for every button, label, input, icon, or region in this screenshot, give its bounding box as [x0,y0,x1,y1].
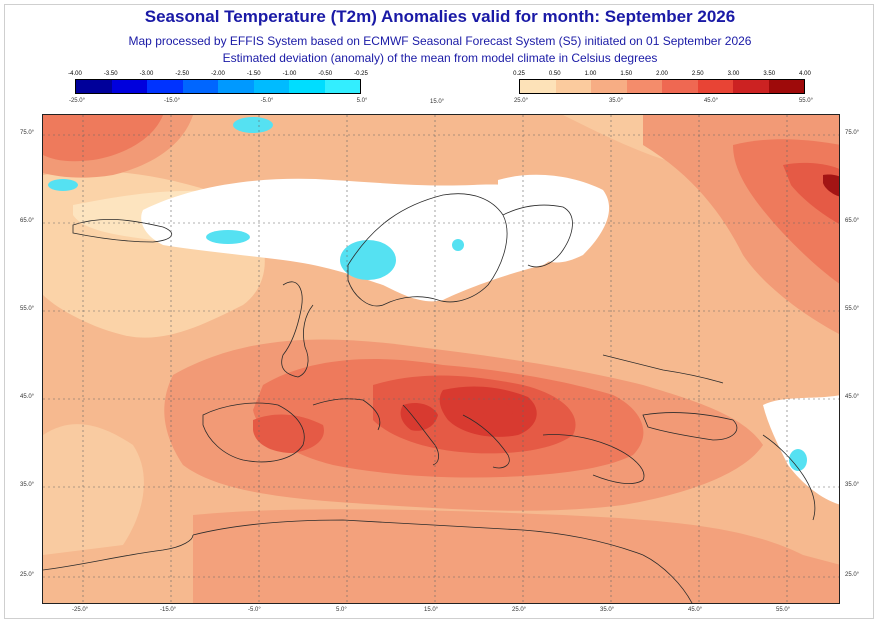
anomaly-zone-cool-sweden [452,239,464,251]
cold-tick-label: -2.50 [175,71,190,77]
top-lon-label-15: 15.0° [430,99,445,105]
anomaly-map[interactable] [42,114,840,604]
lat-label-left: 35.0° [20,482,35,488]
warm-tick-label: 2.00 [656,71,668,77]
lon-label-bottom: 45.0° [688,607,703,613]
figure-frame [4,4,874,619]
cold-lon-label: -15.0° [163,98,181,104]
anomaly-zone-hot-iberia [253,414,324,453]
warm-tick-label: 1.50 [620,71,633,77]
legend-cold-ticks: -4.00 -3.50 -3.00 -2.50 -2.00 -1.50 -1.00 -0.50… [68,70,368,80]
map-title: Seasonal Temperature (T2m) Anomalies val… [144,7,736,26]
anomaly-zone-warm-greenland [43,115,163,162]
anomaly-zone-cool-greenland [233,117,273,133]
legend-cold: -4.00 -3.50 -3.00 -2.50 -2.00 -1.50 -1.00 -0.50… [68,70,368,108]
coastlines [43,193,816,603]
lat-label-left: 65.0° [20,218,35,224]
legend-warm-colorbar [519,79,805,94]
lat-label-right: 75.0° [845,130,860,136]
warm-lon-label: 25.0° [513,98,529,104]
lat-label-left: 55.0° [20,306,35,312]
cold-colorbar-swatch [147,80,183,93]
warm-tick-label: 3.50 [763,71,776,77]
map-subtitle-description: Estimated deviation (anomaly) of the mea… [222,51,658,65]
warm-colorbar-swatch [591,80,627,93]
warm-colorbar-swatch [555,80,591,93]
cold-tick-label: -1.50 [246,71,261,77]
anomaly-map-canvas [43,115,839,603]
warm-colorbar-swatch [520,80,556,93]
cold-tick-label: -2.00 [211,71,225,77]
legend-warm-lon-labels: 25.0° 35.0° 45.0° 55.0° [514,98,813,108]
cold-lon-label: 5.0° [356,98,368,104]
cold-lon-label: -5.0° [260,98,274,104]
lon-label-bottom: -5.0° [248,607,261,613]
anomaly-zone-extreme-urals [823,174,839,197]
anomaly-zone-cool-iceland [206,230,250,244]
lat-label-right: 65.0° [845,218,860,224]
anomaly-zone-neutral-scandinavia [141,178,565,302]
legend-warm: 0.25 0.50 1.00 1.50 2.00 2.50 3.00 3.50 4.00 25.… [513,70,813,108]
lat-label-right: 35.0° [845,482,860,488]
lon-label-bottom: 25.0° [512,607,527,613]
cold-tick-label: -0.25 [354,71,368,77]
legend-cold-lon-labels: -25.0° -15.0° -5.0° 5.0° [69,98,367,108]
anomaly-zone-light-atlantic [43,424,144,555]
cold-colorbar-swatch [218,80,254,93]
legend-warm-ticks: 0.25 0.50 1.00 1.50 2.00 2.50 3.00 3.50 4.00 [513,70,811,80]
anomaly-zone-cool-norway [340,240,396,280]
cold-colorbar-swatch [76,80,112,93]
lon-label-bottom: 35.0° [600,607,615,613]
warm-colorbar-swatch [733,80,769,93]
anomaly-zone-extreme-balkans [483,399,513,419]
warm-lon-label: 35.0° [608,98,624,104]
legend-cold-colorbar [75,79,361,94]
warm-colorbar-swatch [662,80,698,93]
warm-tick-label: 0.50 [548,71,561,77]
lat-label-right: 45.0° [845,394,860,400]
cold-colorbar-swatch [111,80,147,93]
lon-label-bottom: -15.0° [160,607,177,613]
cold-tick-label: -0.50 [318,71,333,77]
cold-colorbar-swatch [324,80,360,93]
cold-tick-label: -3.00 [139,71,154,77]
lat-label-right: 25.0° [845,572,860,578]
lon-label-bottom: 5.0° [336,607,347,613]
cold-tick-label: -1.00 [282,71,297,77]
anomaly-zone-hotter-italy [400,403,438,431]
warm-tick-label: 0.25 [513,71,525,77]
warm-colorbar-swatch [626,80,662,93]
cold-lon-label: -25.0° [68,98,86,104]
map-subtitle-processing: Map processed by EFFIS System based on E… [128,34,752,48]
warm-tick-label: 3.00 [727,71,740,77]
graticule [43,115,839,603]
warm-tick-label: 4.00 [799,71,811,77]
lon-label-bottom: 55.0° [776,607,791,613]
warm-colorbar-swatch [697,80,733,93]
lat-label-left: 25.0° [20,572,35,578]
cold-colorbar-swatch [289,80,325,93]
warm-colorbar-swatch [768,80,804,93]
warm-tick-label: 1.00 [584,71,597,77]
anomaly-zone-cool-caspian [789,449,807,471]
warm-lon-label: 55.0° [798,98,814,104]
anomaly-zone-cool-westgreenland [48,179,78,191]
lon-label-bottom: -25.0° [72,607,89,613]
lat-label-left: 45.0° [20,394,35,400]
warm-tick-label: 2.50 [691,71,704,77]
cold-colorbar-swatch [253,80,289,93]
cold-tick-label: -4.00 [68,71,82,77]
anomaly-zone-neutral-baltic [498,174,610,263]
lon-label-bottom: 15.0° [424,607,439,613]
cold-colorbar-swatch [182,80,218,93]
lat-label-right: 55.0° [845,306,860,312]
cold-tick-label: -3.50 [103,71,118,77]
warm-lon-label: 45.0° [703,98,719,104]
lat-label-left: 75.0° [20,130,35,136]
anomaly-zone-moderate-africa [193,509,839,603]
